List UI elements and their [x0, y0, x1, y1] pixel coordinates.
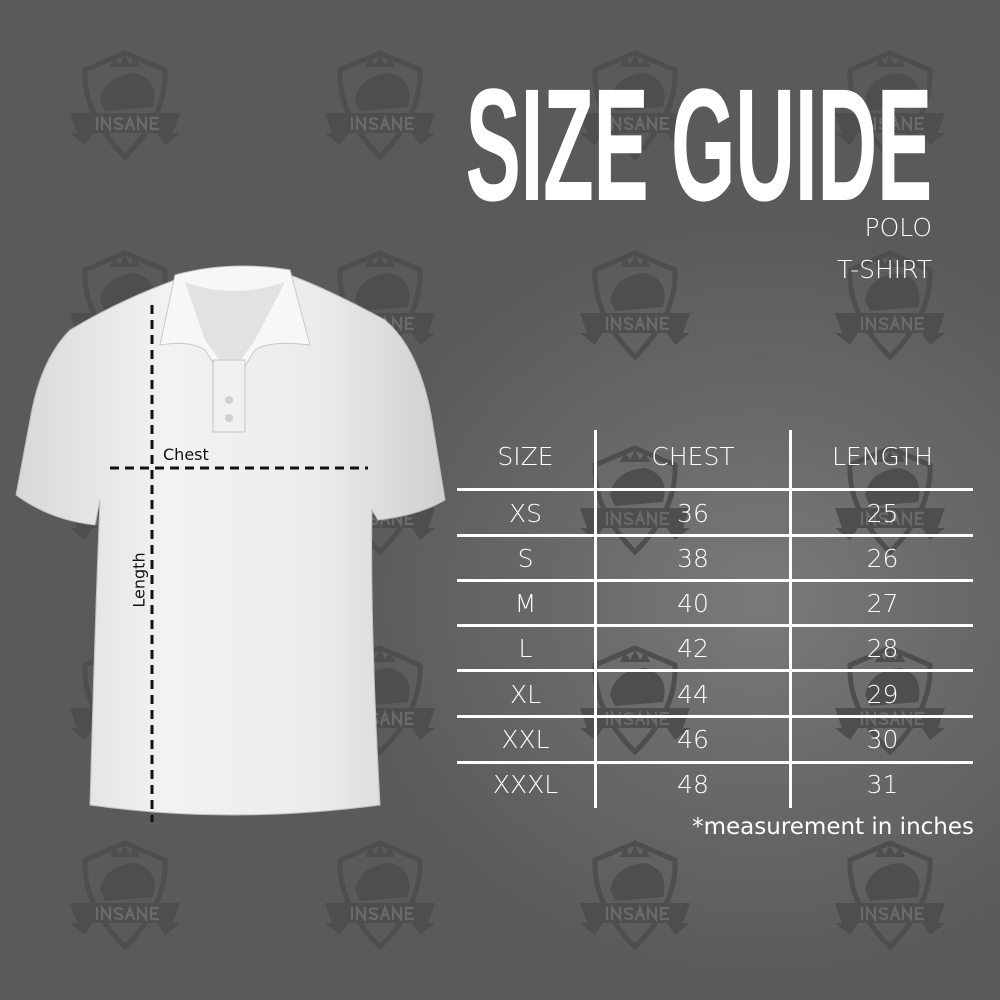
- lion-shield-logo-watermark: [575, 835, 695, 955]
- row-divider: [457, 534, 973, 537]
- cell-length: 29: [866, 680, 899, 709]
- cell-size: M: [514, 589, 537, 618]
- cell-chest: 48: [677, 770, 709, 799]
- cell-chest: 44: [677, 680, 709, 709]
- column-divider: [594, 430, 597, 808]
- row-divider: [457, 624, 973, 627]
- lion-shield-logo-watermark: [830, 245, 950, 365]
- lion-shield-logo-watermark: [575, 45, 695, 165]
- lion-shield-logo-watermark: [830, 835, 950, 955]
- length-label: Length: [129, 552, 149, 608]
- cell-chest: 36: [677, 499, 709, 528]
- column-header-chest: CHEST: [651, 442, 735, 471]
- cell-chest: 46: [677, 725, 709, 754]
- cell-length: 30: [866, 725, 899, 754]
- chest-label: Chest: [163, 445, 209, 464]
- column-divider: [789, 430, 792, 808]
- lion-shield-logo-watermark: [65, 835, 185, 955]
- cell-chest: 42: [677, 634, 709, 663]
- subtitle-tshirt: T-SHIRT: [837, 255, 932, 284]
- row-divider: [457, 579, 973, 582]
- cell-length: 25: [866, 499, 899, 528]
- column-header-length: LENGTH: [832, 442, 933, 471]
- polo-shirt-illustration: [15, 265, 446, 822]
- subtitle-polo: POLO: [864, 213, 932, 242]
- cell-size: XL: [509, 680, 542, 709]
- cell-size: XXL: [501, 725, 550, 754]
- cell-size: XS: [509, 499, 542, 528]
- measurement-note: *measurement in inches: [692, 814, 974, 840]
- cell-chest: 38: [677, 544, 709, 573]
- cell-chest: 40: [677, 589, 709, 618]
- cell-size: S: [517, 544, 534, 573]
- cell-length: 26: [866, 544, 899, 573]
- cell-length: 28: [866, 634, 899, 663]
- row-divider: [457, 715, 973, 718]
- cell-size: XXXL: [492, 770, 559, 799]
- lion-shield-logo-watermark: [320, 835, 440, 955]
- cell-length: 27: [866, 589, 899, 618]
- row-divider: [457, 669, 973, 672]
- lion-shield-logo-watermark: [65, 45, 185, 165]
- page-title: SIZE GUIDE: [465, 55, 933, 234]
- lion-shield-logo-watermark: [830, 440, 950, 560]
- lion-shield-logo-watermark: [830, 45, 950, 165]
- lion-shield-logo-watermark: [575, 245, 695, 365]
- lion-shield-logo-watermark: [320, 45, 440, 165]
- column-header-size: SIZE: [497, 442, 554, 471]
- row-divider: [457, 761, 973, 764]
- cell-length: 31: [866, 770, 899, 799]
- lion-shield-logo-watermark: [830, 640, 950, 760]
- cell-size: L: [518, 634, 533, 663]
- size-table: SIZE CHEST LENGTH XS 36 25 S 38 26 M 40 27 L 42 28 XL 44…: [457, 430, 973, 808]
- row-divider: [457, 488, 973, 491]
